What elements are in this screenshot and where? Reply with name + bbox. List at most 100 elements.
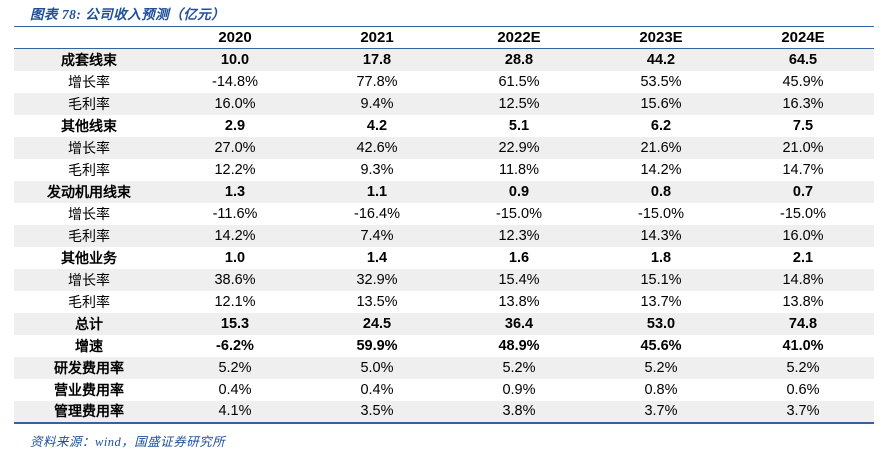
revenue-forecast-table: 2020 2021 2022E 2023E 2024E 成套线束 10.0 17.8 28.8… [14, 26, 874, 424]
row-label: 毛利率 [68, 295, 110, 311]
cell-value: 16.0% [782, 227, 824, 244]
cell-value: -15.0% [780, 205, 826, 222]
row-label: 增长率 [68, 141, 110, 157]
row-label: 其他线束 [61, 119, 117, 135]
cell-value: 15.1% [640, 271, 682, 288]
table-row: 增长率 -14.8% 77.8% 61.5% 53.5% 45.9% [14, 71, 874, 93]
report-figure-page: 图表 78: 公司收入预测（亿元） 2020 2021 2022E 2023E 2024… [0, 3, 887, 461]
cell-value: 17.8 [362, 51, 392, 68]
cell-value: 64.5 [788, 51, 818, 68]
cell-value: 14.7% [782, 161, 824, 178]
cell-value: 1.4 [366, 249, 388, 266]
cell-value: 61.5% [498, 73, 540, 90]
cell-value: 14.3% [640, 227, 682, 244]
row-label: 管理费用率 [54, 405, 124, 420]
table-row: 增长率 38.6% 32.9% 15.4% 15.1% 14.8% [14, 268, 874, 291]
table-row: 增长率 -11.6% -16.4% -15.0% -15.0% -15.0% [14, 203, 874, 225]
cell-value: 53.0 [646, 315, 676, 332]
cell-value: 0.6% [786, 381, 820, 398]
table-row: 增长率 27.0% 42.6% 22.9% 21.6% 21.0% [14, 136, 874, 159]
row-label-column-header [14, 26, 164, 49]
cell-value: 3.7% [786, 403, 820, 419]
cell-value: 27.0% [214, 139, 256, 156]
cell-value: 1.8 [650, 249, 672, 266]
cell-value: 4.2 [366, 117, 388, 134]
cell-value: 13.8% [782, 293, 824, 310]
table-body: 成套线束 10.0 17.8 28.8 44.2 64.5 增长率 -14.8% 77.8% 61… [14, 48, 874, 423]
cell-value: 15.4% [498, 271, 540, 288]
cell-value: 12.2% [214, 161, 256, 178]
cell-value: 21.6% [640, 139, 682, 156]
table-row: 毛利率 12.1% 13.5% 13.8% 13.7% 13.8% [14, 291, 874, 313]
table-row: 其他线束 2.9 4.2 5.1 6.2 7.5 [14, 115, 874, 137]
row-label: 增速 [75, 339, 103, 355]
cell-value: 16.0% [214, 95, 256, 112]
cell-value: 9.4% [360, 95, 394, 112]
cell-value: 41.0% [782, 337, 824, 354]
cell-value: 5.2% [502, 359, 536, 376]
cell-value: 48.9% [498, 337, 540, 354]
cell-value: 0.4% [218, 381, 252, 398]
table-row: 毛利率 14.2% 7.4% 12.3% 14.3% 16.0% [14, 224, 874, 247]
cell-value: 6.2 [650, 117, 672, 134]
cell-value: 59.9% [356, 337, 398, 354]
cell-value: 5.1 [508, 117, 530, 134]
cell-value: 9.3% [360, 161, 394, 178]
table-row: 毛利率 16.0% 9.4% 12.5% 15.6% 16.3% [14, 92, 874, 115]
cell-value: 0.8 [650, 183, 672, 200]
row-label: 营业费用率 [54, 383, 124, 399]
column-header: 2021 [306, 26, 448, 49]
figure-title: 图表 78: 公司收入预测（亿元） [30, 7, 226, 22]
cell-value: 24.5 [362, 315, 392, 332]
cell-value: -15.0% [496, 205, 542, 222]
cell-value: -16.4% [354, 205, 400, 222]
cell-value: 74.8 [788, 315, 818, 332]
table-row: 管理费用率 4.1% 3.5% 3.8% 3.7% 3.7% [14, 400, 874, 423]
cell-value: 15.3 [220, 315, 250, 332]
cell-value: 7.4% [360, 227, 394, 244]
cell-value: 38.6% [214, 271, 256, 288]
cell-value: 1.3 [224, 183, 246, 200]
row-label: 增长率 [68, 75, 110, 91]
cell-value: 12.3% [498, 227, 540, 244]
cell-value: 53.5% [640, 73, 682, 90]
table-row: 毛利率 12.2% 9.3% 11.8% 14.2% 14.7% [14, 159, 874, 181]
cell-value: 12.1% [214, 293, 256, 310]
cell-value: 0.4% [360, 381, 394, 398]
row-label: 研发费用率 [54, 361, 124, 377]
table-header: 2020 2021 2022E 2023E 2024E [14, 26, 874, 49]
cell-value: 77.8% [356, 73, 398, 90]
cell-value: 2.1 [792, 249, 814, 266]
cell-value: 44.2 [646, 51, 676, 68]
cell-value: 3.8% [502, 403, 536, 419]
cell-value: 5.2% [786, 359, 820, 376]
cell-value: 0.9 [508, 183, 530, 200]
row-label: 发动机用线束 [47, 185, 131, 201]
cell-value: -14.8% [212, 73, 258, 90]
row-label: 总计 [75, 317, 103, 333]
cell-value: 14.8% [782, 271, 824, 288]
cell-value: 3.5% [360, 403, 394, 419]
cell-value: 15.6% [640, 95, 682, 112]
table-row: 发动机用线束 1.3 1.1 0.9 0.8 0.7 [14, 180, 874, 203]
row-label: 其他业务 [61, 251, 117, 267]
cell-value: 5.0% [360, 359, 394, 376]
row-label: 毛利率 [68, 229, 110, 245]
row-label: 成套线束 [61, 53, 117, 69]
cell-value: 13.5% [356, 293, 398, 310]
cell-value: 5.2% [218, 359, 252, 376]
cell-value: 4.1% [218, 403, 252, 419]
cell-value: 12.5% [498, 95, 540, 112]
cell-value: 0.7 [792, 183, 814, 200]
cell-value: 0.9% [502, 381, 536, 398]
header-row: 2020 2021 2022E 2023E 2024E [14, 26, 874, 49]
cell-value: 1.0 [224, 249, 246, 266]
cell-value: 13.8% [498, 293, 540, 310]
column-header: 2024E [732, 26, 874, 49]
cell-value: 10.0 [220, 51, 250, 68]
cell-value: 1.1 [366, 183, 388, 200]
cell-value: 28.8 [504, 51, 534, 68]
column-header: 2020 [164, 26, 306, 49]
cell-value: -11.6% [212, 205, 258, 222]
cell-value: 2.9 [224, 117, 246, 134]
